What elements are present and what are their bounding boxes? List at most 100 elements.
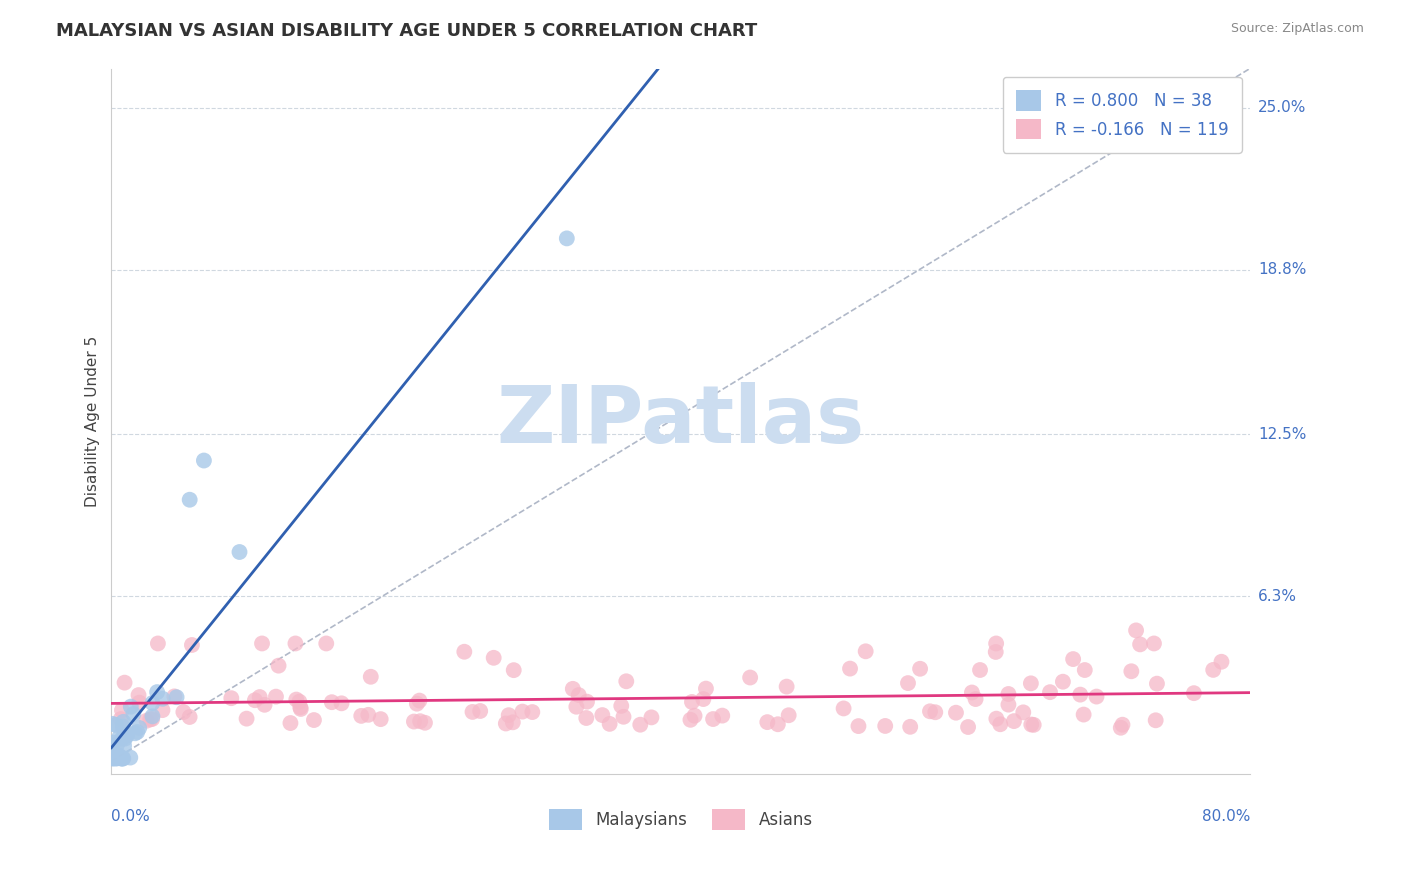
Point <box>284 636 307 650</box>
Point <box>612 710 634 724</box>
Y-axis label: Disability Age Under 5: Disability Age Under 5 <box>86 335 100 507</box>
Point <box>110 751 132 765</box>
Point <box>766 717 789 731</box>
Text: 0.0%: 0.0% <box>111 809 150 824</box>
Point <box>111 751 134 765</box>
Point <box>128 696 150 710</box>
Point <box>1144 714 1167 728</box>
Point <box>114 675 136 690</box>
Point <box>957 720 980 734</box>
Point <box>250 636 273 650</box>
Point <box>315 636 337 650</box>
Point <box>711 708 734 723</box>
Point <box>124 726 146 740</box>
Point <box>243 693 266 707</box>
Point <box>988 717 1011 731</box>
Point <box>1109 721 1132 735</box>
Point <box>1143 636 1166 650</box>
Point <box>702 712 724 726</box>
Point <box>285 692 308 706</box>
Point <box>1069 688 1091 702</box>
Point <box>139 713 162 727</box>
Point <box>235 712 257 726</box>
Point <box>997 698 1019 712</box>
Point <box>101 751 124 765</box>
Point <box>146 685 169 699</box>
Point <box>679 713 702 727</box>
Point <box>1052 674 1074 689</box>
Point <box>357 707 380 722</box>
Point <box>302 713 325 727</box>
Point <box>614 674 637 689</box>
Point <box>228 545 250 559</box>
Point <box>555 231 578 245</box>
Point <box>692 692 714 706</box>
Point <box>482 650 505 665</box>
Point <box>1085 690 1108 704</box>
Point <box>128 721 150 735</box>
Point <box>561 681 583 696</box>
Point <box>839 662 862 676</box>
Point <box>114 731 136 746</box>
Point <box>756 715 779 730</box>
Point <box>502 715 524 730</box>
Point <box>898 720 921 734</box>
Point <box>591 708 613 723</box>
Point <box>103 747 125 761</box>
Point <box>141 712 163 726</box>
Point <box>111 731 134 746</box>
Point <box>115 728 138 742</box>
Point <box>875 719 897 733</box>
Point <box>141 709 163 723</box>
Point <box>498 708 520 723</box>
Point <box>111 719 134 733</box>
Point <box>114 727 136 741</box>
Point <box>112 739 135 753</box>
Text: 25.0%: 25.0% <box>1258 100 1306 115</box>
Point <box>1182 686 1205 700</box>
Point <box>453 645 475 659</box>
Point <box>945 706 967 720</box>
Point <box>105 737 128 751</box>
Point <box>360 670 382 684</box>
Point <box>141 696 163 710</box>
Point <box>683 708 706 723</box>
Point <box>108 730 131 744</box>
Point <box>110 712 132 726</box>
Point <box>221 691 243 706</box>
Point <box>104 751 127 765</box>
Text: 18.8%: 18.8% <box>1258 262 1306 277</box>
Point <box>1202 663 1225 677</box>
Point <box>321 695 343 709</box>
Point <box>848 719 870 733</box>
Point <box>960 685 983 699</box>
Point <box>918 704 941 718</box>
Point <box>146 636 169 650</box>
Legend: R = 0.800   N = 38, R = -0.166   N = 119: R = 0.800 N = 38, R = -0.166 N = 119 <box>1002 77 1241 153</box>
Text: 6.3%: 6.3% <box>1258 589 1298 604</box>
Point <box>1129 637 1152 651</box>
Point <box>610 698 633 713</box>
Point <box>1019 717 1042 731</box>
Point <box>512 705 534 719</box>
Text: 12.5%: 12.5% <box>1258 427 1306 442</box>
Point <box>965 692 987 706</box>
Point <box>120 699 142 714</box>
Point <box>565 699 588 714</box>
Point <box>280 716 302 731</box>
Point <box>290 700 312 714</box>
Point <box>101 717 124 731</box>
Point <box>193 453 215 467</box>
Point <box>640 710 662 724</box>
Point <box>522 705 544 719</box>
Point <box>984 645 1007 659</box>
Text: ZIPatlas: ZIPatlas <box>496 383 865 460</box>
Point <box>101 751 124 765</box>
Point <box>181 638 204 652</box>
Point <box>575 711 598 725</box>
Point <box>986 712 1008 726</box>
Point <box>1211 655 1233 669</box>
Point <box>1012 706 1035 720</box>
Point <box>832 701 855 715</box>
Point <box>575 695 598 709</box>
